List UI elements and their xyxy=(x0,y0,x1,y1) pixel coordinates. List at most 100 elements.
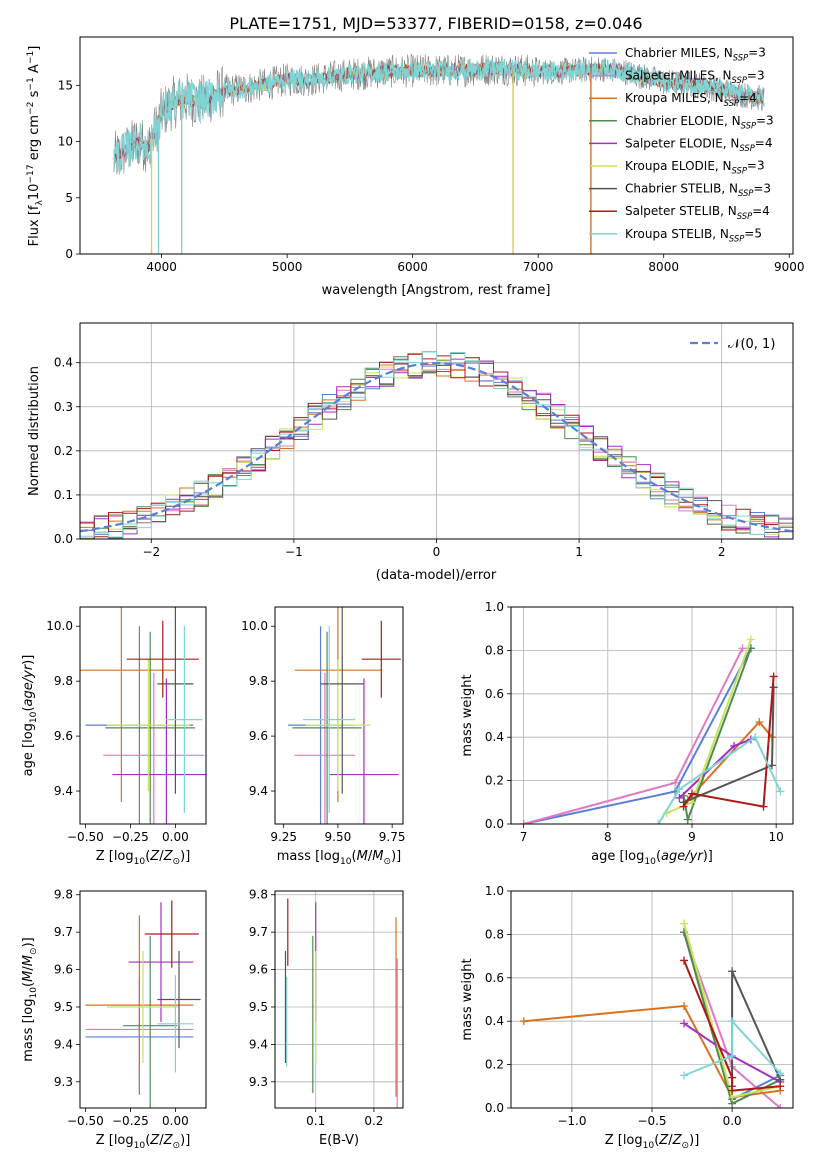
residual-histogram xyxy=(80,352,793,539)
axes-frame: −0.50 −0.25 0.00 9.4 9.6 9.8 10.0 xyxy=(46,606,207,844)
weight-vs-age-panel: 7 8 9 10 0.0 0.2 0.4 0.6 0.8 1.0 age [log10(age/yr… xyxy=(460,600,794,867)
weight-line xyxy=(523,1004,781,1099)
residual-histogram xyxy=(80,351,793,538)
y-tick-label: 9.4 xyxy=(249,784,268,798)
x-axis-label: E(B-V) xyxy=(319,1133,359,1148)
weight-marker xyxy=(728,1017,737,1026)
plot-area xyxy=(80,351,793,539)
weight-marker xyxy=(769,672,778,681)
y-axis-label: age [log10(age/yr)] xyxy=(21,655,39,777)
y-tick-label: 0.2 xyxy=(54,444,73,458)
y-tick-label: 0.1 xyxy=(54,488,73,502)
weight-marker xyxy=(738,644,747,653)
legend-label: Chabrier MILES, NSSP=3 xyxy=(625,46,766,63)
legend-label: Salpeter MILES, NSSP=3 xyxy=(625,68,765,85)
legend-label: Salpeter ELODIE, NSSP=4 xyxy=(625,136,773,153)
y-tick-label: 0 xyxy=(65,247,73,261)
axes-frame: 7 8 9 10 0.0 0.2 0.4 0.6 0.8 1.0 xyxy=(485,600,794,844)
y-tick-label: 9.5 xyxy=(249,1000,268,1014)
y-tick-label: 9.7 xyxy=(54,925,73,939)
y-tick-label: 0.4 xyxy=(485,730,504,744)
weight-marker xyxy=(675,785,684,794)
x-axis-label: Z [log10(Z/Z⊙)] xyxy=(96,849,191,867)
weight-marker xyxy=(776,1082,785,1091)
mass-vs-ebv-panel: 0.1 0.2 9.3 9.4 9.5 9.6 9.7 9.8 E(B-V) xyxy=(249,888,404,1148)
x-axis-label: mass [log10(M/M⊙)] xyxy=(277,849,401,867)
weight-marker xyxy=(654,820,663,824)
weight-line xyxy=(657,735,782,824)
weight-line xyxy=(683,687,775,804)
x-tick-label: −0.5 xyxy=(637,1114,666,1128)
x-tick-label: −1.0 xyxy=(557,1114,586,1128)
x-tick-label: 9.50 xyxy=(325,830,352,844)
weight-marker xyxy=(680,919,689,928)
x-tick-label: −1 xyxy=(285,545,303,559)
x-tick-label: 7 xyxy=(520,830,528,844)
axes-border xyxy=(79,36,794,255)
weight-line xyxy=(683,1018,781,1077)
weight-marker xyxy=(776,1104,785,1108)
weight-line xyxy=(683,960,781,1092)
weight-marker xyxy=(728,1051,737,1060)
y-tick-label: 0.0 xyxy=(54,532,73,546)
legend-label: Salpeter STELIB, NSSP=4 xyxy=(625,204,770,221)
x-tick-label: −0.50 xyxy=(67,1114,104,1128)
weight-marker xyxy=(675,793,684,802)
weight-marker xyxy=(680,1002,689,1011)
y-tick-label: 0.3 xyxy=(54,400,73,414)
y-tick-label: 0.0 xyxy=(485,1101,504,1115)
legend-label: Kroupa MILES, NSSP=4 xyxy=(625,91,757,108)
weight-marker xyxy=(728,967,737,976)
x-tick-label: −0.50 xyxy=(67,830,104,844)
plot-area xyxy=(519,919,785,1108)
weight-marker xyxy=(728,1073,737,1082)
y-axis-label: Normed distribution xyxy=(27,366,42,496)
y-tick-label: 0.4 xyxy=(54,356,73,370)
axes-border xyxy=(274,890,404,1109)
y-tick-label: 9.4 xyxy=(54,1037,73,1051)
y-tick-label: 9.8 xyxy=(249,888,268,902)
plot-area xyxy=(284,898,398,1108)
weight-marker xyxy=(679,802,688,811)
x-axis-label: wavelength [Angstrom, rest frame] xyxy=(322,283,551,298)
y-tick-label: 9.6 xyxy=(249,729,268,743)
weight-marker xyxy=(680,1071,689,1080)
legend-label: Chabrier STELIB, NSSP=3 xyxy=(625,181,771,198)
axes-frame: 9.25 9.50 9.75 9.4 9.6 9.8 10.0 xyxy=(241,606,406,844)
x-tick-label: 4000 xyxy=(146,260,177,274)
x-tick-label: 0.00 xyxy=(162,1114,189,1128)
weight-marker xyxy=(680,1019,689,1028)
y-tick-label: 15 xyxy=(58,78,73,92)
y-tick-label: 9.4 xyxy=(54,784,73,798)
y-tick-label: 9.6 xyxy=(249,963,268,977)
y-tick-label: 9.3 xyxy=(54,1075,73,1089)
weight-marker xyxy=(680,956,689,965)
y-tick-label: 10.0 xyxy=(46,619,73,633)
axes-frame: 4000 5000 6000 7000 8000 9000 0 5 10 15 xyxy=(58,36,805,274)
x-axis-label: Z [log10(Z/Z⊙)] xyxy=(96,1133,191,1151)
x-tick-label: 6000 xyxy=(397,260,428,274)
x-tick-label: −2 xyxy=(142,545,160,559)
y-axis-label: Flux [fλ10−17 erg cm−2 s−1 A−1] xyxy=(26,46,45,247)
mass-vs-metallicity-panel: −0.50 −0.25 0.00 9.3 9.4 9.5 9.6 9.7 9.8 Z [log10… xyxy=(21,888,207,1151)
y-tick-label: 0.8 xyxy=(485,643,504,657)
y-tick-label: 0.2 xyxy=(485,774,504,788)
legend-label: Kroupa ELODIE, NSSP=3 xyxy=(625,159,765,176)
y-tick-label: 0.0 xyxy=(485,817,504,831)
x-tick-label: 0 xyxy=(433,545,441,559)
x-tick-label: −0.25 xyxy=(112,830,149,844)
weight-marker xyxy=(730,741,739,750)
weight-marker xyxy=(751,733,760,742)
plot-area xyxy=(519,635,785,824)
x-tick-label: 0.00 xyxy=(162,830,189,844)
weight-marker xyxy=(728,1086,737,1095)
x-tick-label: 7000 xyxy=(523,260,554,274)
x-tick-label: 8 xyxy=(604,830,612,844)
x-tick-label: 9000 xyxy=(774,260,805,274)
weight-marker xyxy=(759,802,768,811)
x-axis-label: (data-model)/error xyxy=(376,568,497,583)
y-tick-label: 1.0 xyxy=(485,884,504,898)
legend-label: Chabrier ELODIE, NSSP=3 xyxy=(625,114,774,131)
axes-border xyxy=(510,606,794,825)
